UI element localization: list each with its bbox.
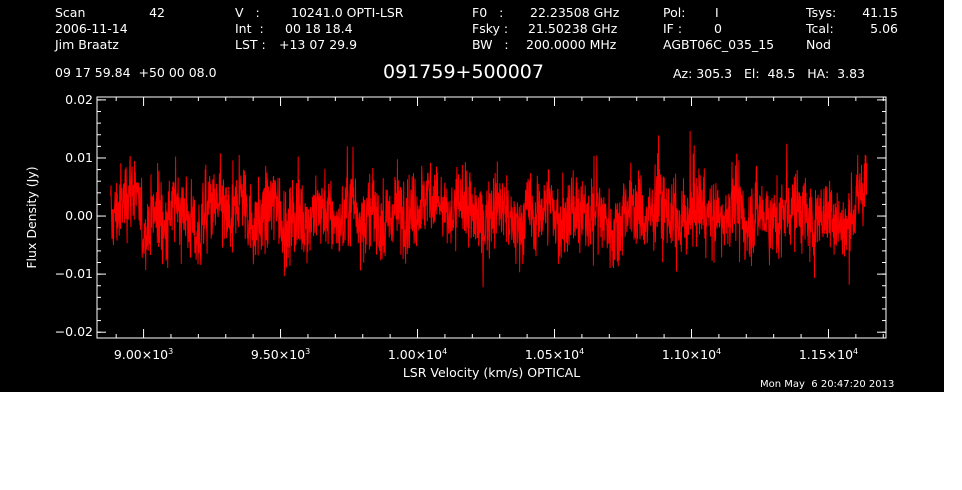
plot-timestamp: Mon May 6 20:47:20 2013 (760, 379, 895, 390)
velocity-value: 10241.0 OPTI-LSR (291, 5, 404, 20)
y-tick-label: 0.01 (65, 150, 93, 165)
spectrum-trace-layer (110, 130, 868, 288)
if-value: 0 (714, 21, 722, 36)
axis-ticks (97, 97, 886, 338)
bandwidth-value: 200.0000 MHz (526, 37, 617, 52)
rest-frequency-value: 22.23508 GHz (530, 5, 620, 20)
y-tick-label: 0.02 (65, 92, 93, 107)
y-tick-label: −0.02 (55, 324, 93, 339)
y-tick-label: −0.01 (55, 266, 93, 281)
x-axis-label: LSR Velocity (km/s) OPTICAL (403, 365, 580, 380)
scan-label: Scan (55, 5, 86, 20)
observing-mode: Nod (806, 37, 831, 52)
integration-label: Int : (235, 21, 264, 36)
source-name-title: 091759+500007 (383, 61, 544, 83)
y-tick-label: 0.00 (65, 208, 93, 223)
x-tick-label: 9.00×103 (114, 347, 173, 362)
sky-frequency-label: Fsky : (472, 21, 509, 36)
if-label: IF : (663, 21, 683, 36)
sky-frequency-value: 21.50238 GHz (528, 21, 618, 36)
lst-value: +13 07 29.9 (279, 37, 358, 52)
x-tick-label: 1.05×104 (525, 347, 584, 362)
x-tick-label: 1.15×104 (799, 347, 858, 362)
plot-frame (96, 96, 887, 339)
tcal-label: Tcal: (806, 21, 834, 36)
velocity-label: V : (235, 5, 260, 20)
axis-tick-labels: 9.00×103 9.50×103 1.00×104 1.05×104 1.10×104… (55, 92, 858, 362)
rest-frequency-label: F0 : (472, 5, 504, 20)
y-axis-label: Flux Density (Jy) (24, 166, 39, 268)
spectrum-plot: 9.00×103 9.50×103 1.00×104 1.05×104 1.10×104… (24, 92, 887, 380)
az-el-ha: Az: 305.3 El: 48.5 HA: 3.83 (673, 66, 866, 81)
tsys-value: 41.15 (862, 5, 898, 20)
x-tick-label: 1.00×104 (388, 347, 447, 362)
spectrum-panel: Scan 42 2006-11-14 Jim Braatz 09 17 59.8… (0, 0, 944, 392)
x-tick-label: 1.10×104 (662, 347, 721, 362)
observation-date: 2006-11-14 (55, 21, 128, 36)
tsys-label: Tsys: (806, 5, 837, 20)
x-tick-label: 9.50×103 (251, 347, 310, 362)
integration-value: 00 18 18.4 (285, 21, 353, 36)
bandwidth-label: BW : (472, 37, 509, 52)
source-coordinates: 09 17 59.84 +50 00 08.0 (55, 65, 217, 80)
spectrum-trace (110, 130, 868, 288)
lst-label: LST : (235, 37, 266, 52)
polarization-value: I (715, 5, 719, 20)
observer-name: Jim Braatz (55, 37, 119, 52)
scan-value: 42 (149, 5, 165, 20)
project-id: AGBT06C_035_15 (663, 37, 775, 52)
tcal-value: 5.06 (870, 21, 898, 36)
polarization-label: Pol: (663, 5, 686, 20)
